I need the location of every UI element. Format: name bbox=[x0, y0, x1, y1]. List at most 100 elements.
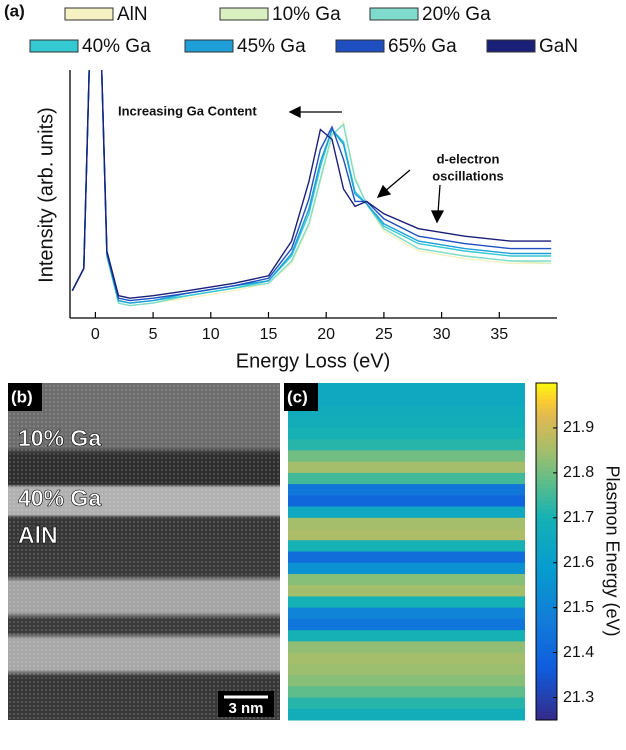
colorbar-cell bbox=[536, 656, 557, 662]
colorbar-cell bbox=[536, 420, 557, 426]
heatmap-row bbox=[288, 394, 525, 406]
x-axis-label: Energy Loss (eV) bbox=[236, 350, 391, 372]
panel-label: (c) bbox=[287, 387, 308, 406]
y-axis-label: Intensity (arb. units) bbox=[35, 107, 57, 283]
colorbar-cell bbox=[536, 715, 557, 721]
colorbar-cell bbox=[536, 568, 557, 574]
colorbar-cell bbox=[536, 559, 557, 565]
heatmap-row bbox=[288, 596, 525, 609]
heatmap-row bbox=[288, 472, 525, 485]
heatmap-row bbox=[288, 551, 525, 564]
x-tick-label: 0 bbox=[91, 326, 100, 343]
panel-b: (b) 10% Ga 40% Ga AlN 3 nm bbox=[8, 383, 280, 720]
colorbar-cell bbox=[536, 492, 557, 498]
heatmap-row bbox=[288, 383, 525, 395]
colorbar-cell bbox=[536, 479, 557, 485]
x-tick-label: 15 bbox=[260, 326, 278, 343]
colorbar-cell bbox=[536, 711, 557, 717]
colorbar-cell bbox=[536, 585, 557, 590]
series-lines bbox=[71, 70, 552, 307]
colorbar-tick-label: 21.5 bbox=[563, 599, 594, 616]
colorbar-cell bbox=[536, 703, 557, 708]
panel-a: (a) Energy Loss (eV) Intensity (arb. uni… bbox=[4, 1, 578, 372]
legend-label: AlN bbox=[117, 4, 148, 25]
colorbar-cell bbox=[536, 429, 557, 435]
colorbar-cell bbox=[536, 589, 557, 595]
colorbar-cell bbox=[536, 416, 557, 422]
colorbar-cell bbox=[536, 509, 557, 515]
legend-swatch bbox=[184, 39, 234, 53]
colorbar-cell bbox=[536, 644, 557, 649]
legend-swatch bbox=[219, 7, 269, 21]
colorbar-cell bbox=[536, 606, 557, 611]
legend-label: 40% Ga bbox=[82, 36, 151, 57]
colorbar-cell bbox=[536, 627, 557, 633]
colorbar-cell bbox=[536, 522, 557, 527]
heatmap-row bbox=[288, 540, 525, 552]
legend-label: 20% Ga bbox=[422, 4, 491, 25]
colorbar-cell bbox=[536, 538, 557, 544]
heatmap-row bbox=[288, 686, 525, 699]
x-tick-label: 10 bbox=[202, 326, 220, 343]
colorbar-cell bbox=[536, 631, 557, 637]
colorbar-cell bbox=[536, 576, 557, 582]
scale-bar-box bbox=[218, 691, 274, 717]
colorbar-cell bbox=[536, 441, 557, 447]
colorbar-cell bbox=[536, 399, 557, 405]
colorbar-cell bbox=[536, 669, 557, 675]
colorbar-cell bbox=[536, 513, 557, 519]
panel-label: (b) bbox=[11, 387, 33, 406]
colorbar-cell bbox=[536, 707, 557, 713]
heatmap-row bbox=[288, 506, 525, 519]
colorbar-cell bbox=[536, 572, 557, 578]
heatmap-row bbox=[288, 484, 525, 496]
colorbar-cell bbox=[536, 391, 557, 397]
colorbar-cell bbox=[536, 500, 557, 506]
x-tick-label: 35 bbox=[490, 326, 508, 343]
colorbar-cell bbox=[536, 450, 557, 456]
legend-label: 65% Ga bbox=[388, 36, 457, 57]
label-box bbox=[284, 383, 318, 411]
legend-swatch bbox=[486, 39, 536, 53]
colorbar-cell bbox=[536, 475, 557, 481]
scale-bar-label: 3 nm bbox=[228, 700, 263, 717]
colorbar-cell bbox=[536, 635, 557, 641]
x-tick-label: 30 bbox=[433, 326, 451, 343]
colorbar-cell bbox=[536, 505, 557, 510]
heatmap-row bbox=[288, 573, 525, 586]
colorbar-cell bbox=[536, 673, 557, 679]
layer-label: 10% Ga bbox=[18, 425, 101, 451]
colorbar-cell bbox=[536, 408, 557, 413]
panel-label: (a) bbox=[4, 1, 25, 20]
colorbar-cell bbox=[536, 517, 557, 523]
heatmap-row bbox=[288, 495, 525, 508]
colorbar: 21.3 21.4 21.5 21.6 21.7 21.8 21.9 bbox=[535, 382, 594, 721]
colorbar-label: Plasmon Energy (eV) bbox=[602, 465, 622, 636]
legend-swatch bbox=[369, 7, 419, 21]
heatmap-row bbox=[288, 529, 525, 541]
x-tick-label: 25 bbox=[375, 326, 393, 343]
heatmap-row bbox=[288, 439, 525, 451]
colorbar-cell bbox=[536, 597, 557, 603]
colorbar-cell bbox=[536, 454, 557, 460]
colorbar-cell bbox=[536, 395, 557, 401]
heatmap-row bbox=[288, 607, 525, 620]
colorbar-tick-label: 21.3 bbox=[563, 689, 594, 706]
spectrum-line bbox=[71, 70, 552, 299]
legend-swatch bbox=[29, 39, 79, 53]
colorbar-cell bbox=[536, 551, 557, 557]
colorbar-cell bbox=[536, 543, 557, 548]
colorbar-cell bbox=[536, 682, 557, 687]
colorbar-cell bbox=[536, 555, 557, 561]
heatmap-row bbox=[288, 708, 525, 721]
colorbar-cell bbox=[536, 387, 557, 392]
heatmap-row bbox=[288, 585, 525, 597]
lattice-texture bbox=[8, 383, 280, 720]
annotation: Increasing Ga Content bbox=[118, 103, 257, 118]
label-box bbox=[8, 383, 42, 411]
colorbar-cell bbox=[536, 580, 557, 586]
colorbar-cell bbox=[536, 623, 557, 628]
x-tick-label: 5 bbox=[149, 326, 158, 343]
colorbar-cell bbox=[536, 639, 557, 645]
heatmap-row bbox=[288, 450, 525, 463]
